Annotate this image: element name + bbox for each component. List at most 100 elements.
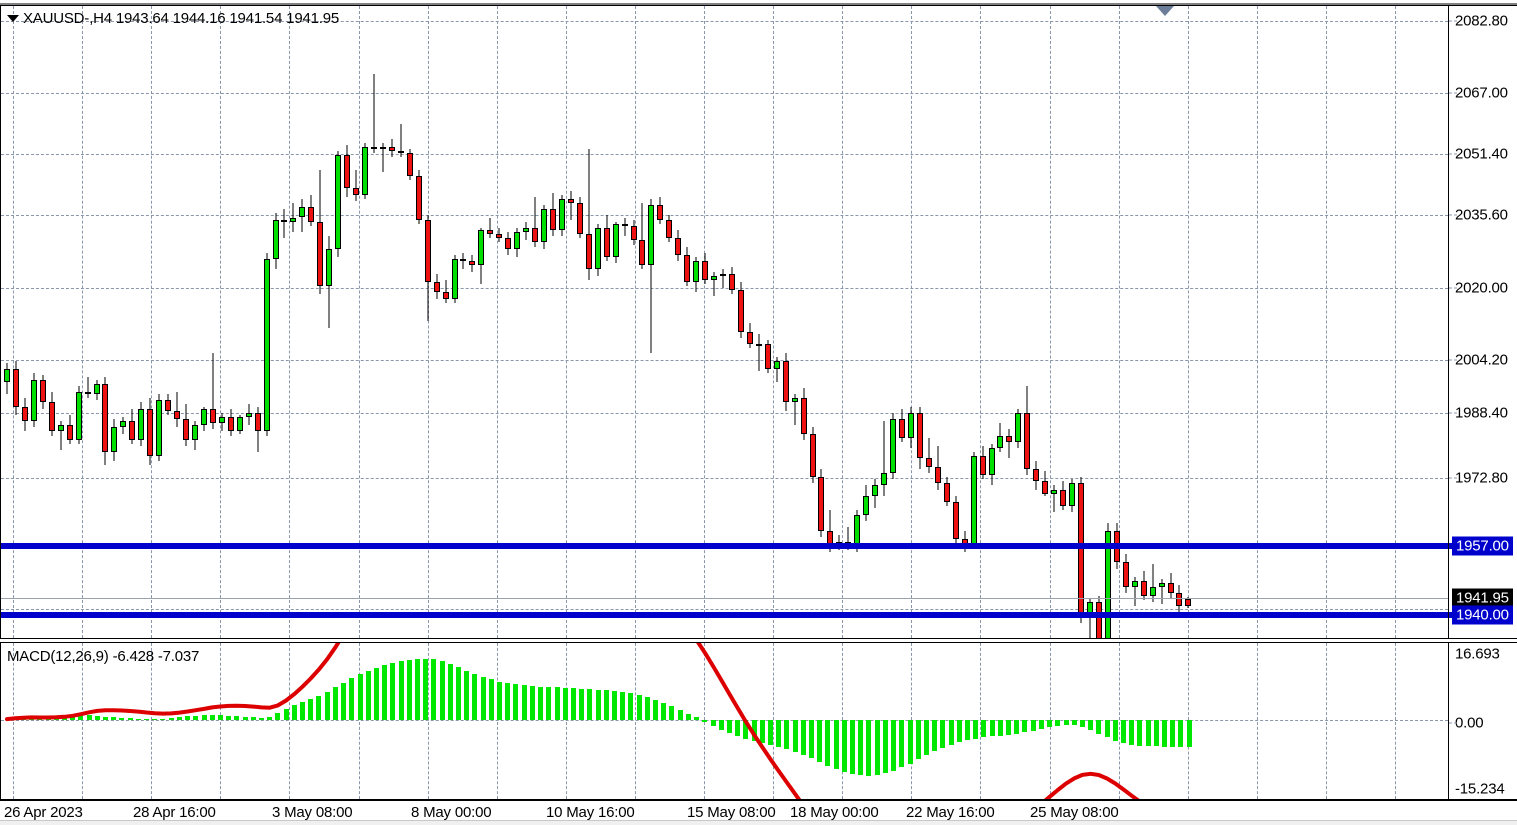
candlestick: [934, 6, 941, 638]
candlestick: [138, 6, 145, 638]
candlestick: [370, 6, 377, 638]
candlestick: [881, 6, 888, 638]
candlestick: [147, 6, 154, 638]
candle-wick: [400, 124, 402, 158]
macd-histogram-bar: [1063, 719, 1069, 726]
candlestick: [353, 6, 360, 638]
cursor-marker-icon[interactable]: [1156, 6, 1174, 16]
price-chart-panel[interactable]: XAUUSD-,H4 1943.64 1944.16 1941.54 1941.…: [0, 5, 1449, 639]
candle-body-bearish: [764, 344, 771, 370]
candle-body-bearish: [66, 425, 73, 440]
vertical-gridline: [359, 643, 360, 799]
price-axis-label: 2004.20: [1455, 351, 1508, 369]
macd-histogram-bar: [1071, 719, 1077, 726]
price-plot-area[interactable]: [1, 6, 1448, 638]
macd-histogram-bar: [891, 719, 897, 771]
candle-body-bearish: [952, 502, 959, 540]
candlestick: [254, 6, 261, 638]
vertical-gridline: [566, 643, 567, 799]
candle-body-bearish: [388, 146, 395, 152]
macd-histogram-bar: [488, 679, 494, 720]
macd-histogram-bar: [620, 692, 626, 720]
candle-body-bearish: [1006, 435, 1013, 442]
candle-body-bearish: [370, 146, 377, 149]
candle-body-bullish: [245, 412, 252, 417]
price-level-line[interactable]: [1, 612, 1448, 618]
price-level-line[interactable]: [1, 543, 1448, 549]
candlestick: [93, 6, 100, 638]
macd-scale-axis[interactable]: 16.693 0.00 -15.234: [1449, 642, 1517, 800]
macd-histogram-bar: [874, 719, 880, 775]
macd-histogram-bar: [1170, 719, 1176, 747]
macd-histogram-bar: [275, 713, 281, 720]
candlestick: [299, 6, 306, 638]
candle-wick: [776, 356, 778, 382]
macd-indicator-panel[interactable]: MACD(12,26,9) -6.428 -7.037: [0, 642, 1449, 800]
candlestick: [12, 6, 19, 638]
macd-histogram-bar: [283, 708, 289, 720]
candle-body-bearish: [317, 221, 324, 287]
candlestick: [728, 6, 735, 638]
candle-body-bullish: [711, 275, 718, 280]
candlestick: [1131, 6, 1138, 638]
time-axis-label: 25 May 08:00: [1030, 804, 1119, 821]
vertical-gridline: [980, 643, 981, 799]
candle-body-bearish: [496, 234, 503, 239]
candle-body-bearish: [782, 360, 789, 403]
macd-axis-tick: [1449, 722, 1457, 724]
candle-body-bullish: [872, 485, 879, 496]
macd-histogram-bar: [587, 689, 593, 720]
candlestick: [1060, 6, 1067, 638]
candlestick: [872, 6, 879, 638]
candlestick: [621, 6, 628, 638]
candle-body-bearish: [567, 198, 574, 203]
candlestick: [272, 6, 279, 638]
macd-histogram-bar: [70, 717, 76, 720]
candle-body-bullish: [218, 416, 225, 424]
candlestick: [183, 6, 189, 638]
candle-body-bullish: [57, 425, 64, 432]
macd-histogram-bar: [324, 692, 330, 720]
vertical-gridline: [980, 6, 981, 638]
candlestick: [576, 6, 583, 638]
candle-body-bearish: [818, 477, 825, 532]
vertical-gridline: [1395, 643, 1396, 799]
candlestick: [890, 6, 897, 638]
candlestick: [460, 6, 467, 638]
candle-body-bearish: [505, 238, 512, 249]
candle-body-bullish: [863, 495, 870, 515]
time-axis-label: 15 May 08:00: [687, 804, 776, 821]
candlestick: [567, 6, 574, 638]
macd-histogram-bar: [86, 715, 92, 720]
candle-body-bearish: [728, 273, 735, 291]
vertical-gridline: [635, 6, 636, 638]
level-price-badge[interactable]: 1940.00: [1452, 605, 1513, 625]
macd-histogram-bar: [1112, 719, 1118, 741]
level-price-badge[interactable]: 1957.00: [1452, 536, 1513, 556]
horizontal-gridline: [1, 215, 1448, 216]
current-price-badge[interactable]: 1941.95: [1452, 588, 1513, 608]
candle-body-bullish: [755, 344, 762, 347]
candle-body-bearish: [165, 400, 172, 411]
triangle-down-icon[interactable]: [7, 15, 19, 22]
macd-plot-area[interactable]: [1, 643, 1448, 799]
macd-histogram-bar: [809, 719, 814, 759]
macd-histogram-bar: [176, 717, 182, 720]
macd-histogram-bar: [841, 719, 847, 772]
macd-histogram-bar: [505, 683, 511, 720]
macd-histogram-bar: [217, 715, 223, 720]
macd-histogram-bar: [209, 714, 215, 720]
macd-histogram-bar: [234, 716, 240, 720]
candlestick: [711, 6, 718, 638]
candlestick: [800, 6, 807, 638]
candle-body-bearish: [1042, 481, 1049, 494]
vertical-gridline: [151, 6, 152, 638]
candlestick: [200, 6, 207, 638]
price-scale-axis[interactable]: 2082.80 2067.00 2051.40 2035.60 2020.00 2004.…: [1449, 5, 1517, 639]
candle-wick: [570, 190, 572, 220]
candlestick: [290, 6, 297, 638]
macd-histogram-bar: [439, 660, 445, 720]
candle-wick: [650, 198, 652, 353]
macd-histogram-bar: [37, 719, 43, 721]
candlestick: [514, 6, 521, 638]
